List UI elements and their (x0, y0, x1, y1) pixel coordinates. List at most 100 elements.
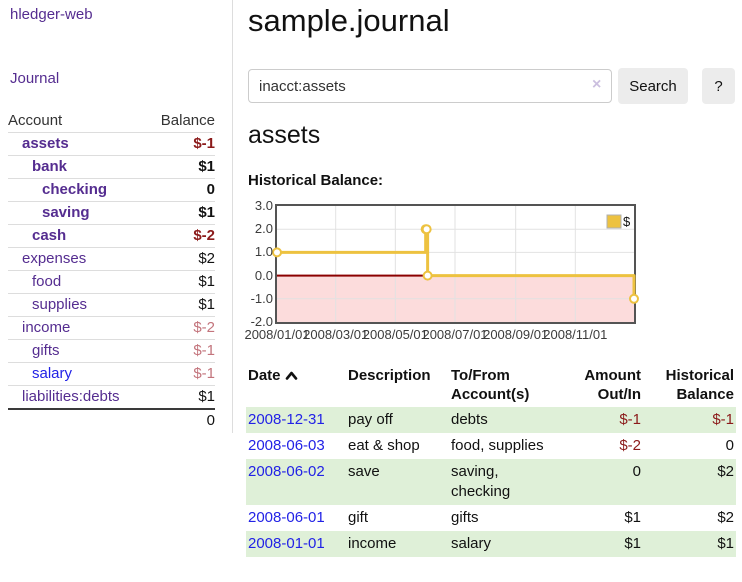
sidebar-account-row: expenses $2 (8, 247, 215, 270)
sidebar-accounts-body: assets $-1 bank $1 checking 0 saving $1 cash $-2 e… (8, 132, 215, 408)
register-cell-amount: $1 (624, 535, 641, 552)
y-axis-tick-label: -2.0 (250, 314, 273, 329)
help-button[interactable]: ? (702, 68, 735, 104)
register-cell-accounts: salary (451, 535, 492, 552)
sidebar-account-row: income $-2 (8, 316, 215, 339)
register-cell-accounts: gifts (451, 509, 479, 526)
sidebar-account-link-assets[interactable]: assets (22, 135, 69, 152)
account-balance: $1 (198, 388, 215, 405)
chart-canvas: $ (272, 206, 639, 322)
account-balance: $-1 (193, 135, 215, 152)
x-axis-tick-label: 2008/03/01 (303, 327, 369, 342)
register-cell-date: 2008-12-31 (246, 407, 346, 433)
sidebar-account-row: liabilities:debts $1 (8, 385, 215, 408)
sidebar-account-link-salary[interactable]: salary (32, 365, 73, 382)
sidebar-account-link-expenses[interactable]: expenses (22, 250, 87, 267)
register-cell-balance: 0 (725, 437, 734, 454)
account-balance: $-1 (193, 342, 215, 359)
register-cell-balance: $1 (717, 535, 734, 552)
sidebar-account-link-saving[interactable]: saving (42, 204, 90, 221)
register-cell-amount: $-2 (619, 437, 641, 454)
transaction-date-link[interactable]: 2008-06-03 (248, 437, 325, 454)
account-balance: $-2 (193, 227, 215, 244)
transaction-date-link[interactable]: 2008-01-01 (248, 535, 325, 552)
register-cell-date: 2008-06-02 (246, 459, 346, 505)
sidebar-account-link-income[interactable]: income (22, 319, 71, 336)
register-cell-balance: $2 (717, 509, 734, 526)
account-balance: $2 (198, 250, 215, 267)
sidebar-account-link-supplies[interactable]: supplies (32, 296, 88, 313)
sidebar-account-link-food[interactable]: food (32, 273, 62, 290)
legend-label: $ (623, 214, 631, 229)
brand-link[interactable]: hledger-web (10, 6, 93, 23)
sidebar-account-row: cash $-2 (8, 224, 215, 247)
sidebar-account-link-liabilities-debts[interactable]: liabilities:debts (22, 388, 120, 405)
register-cell-amount: $-1 (619, 411, 641, 428)
sidebar-item-journal[interactable]: Journal (10, 70, 60, 87)
register-cell-balance: $-1 (712, 411, 734, 428)
sidebar-account-link-gifts[interactable]: gifts (32, 342, 60, 359)
account-heading: assets (248, 121, 321, 149)
accounts-header-row: Account Balance (8, 109, 215, 132)
account-balance: 0 (206, 181, 215, 198)
sidebar-account-row: bank $1 (8, 155, 215, 178)
accounts-total-row: 0 (8, 408, 215, 431)
register-cell-balance: $2 (717, 463, 734, 480)
register-cell-description: eat & shop (348, 437, 420, 454)
historical-balance-chart: $ 3.0 2.0 1.0 0.0 -1.0 -2.0 2008/01/01 2008/03/… (244, 199, 742, 349)
account-balance: $-2 (193, 319, 215, 336)
sidebar-account-link-checking[interactable]: checking (42, 181, 108, 198)
account-balance: $1 (198, 158, 215, 175)
register-cell-date: 2008-01-01 (246, 531, 346, 557)
column-header-balance: Historical Balance (665, 367, 734, 403)
register-cell-description: pay off (348, 411, 393, 428)
sidebar-divider (232, 0, 233, 433)
register-cell-amount: 0 (632, 463, 641, 480)
transaction-date-link[interactable]: 2008-12-31 (248, 411, 325, 428)
accounts-header-balance: Balance (160, 111, 215, 129)
register-row: 2008-12-31 pay off debts $-1 $-1 (246, 407, 736, 433)
register-cell-description: income (348, 535, 397, 552)
sidebar-account-row: gifts $-1 (8, 339, 215, 362)
x-axis-tick-label: 2008/07/01 (422, 327, 488, 342)
account-balance: $1 (198, 204, 215, 221)
register-row: 2008-06-03 eat & shop food, supplies $-2 0 (246, 433, 736, 459)
register-header-row: Date Description To/From Account(s) Amou… (246, 363, 736, 407)
y-axis-tick-label: 2.0 (254, 221, 273, 237)
x-axis-tick-label: 2008/05/01 (362, 327, 428, 342)
register-table: Date Description To/From Account(s) Amou… (246, 363, 736, 557)
y-axis-tick-label: -1.0 (250, 290, 273, 306)
register-cell-amount: $1 (624, 509, 641, 526)
transaction-date-link[interactable]: 2008-06-02 (248, 463, 325, 480)
y-axis-tick-label: 3.0 (254, 198, 273, 213)
account-balance: $-1 (193, 365, 215, 382)
column-header-description: Description (348, 367, 431, 384)
x-axis-tick-label: 2008/11/01 (543, 327, 608, 342)
search-input[interactable] (248, 69, 612, 103)
register-row: 2008-06-02 save saving, checking 0 $2 (246, 459, 736, 505)
x-axis-tick-label: 2008/01/01 (244, 327, 310, 342)
sidebar-account-link-cash[interactable]: cash (32, 227, 67, 244)
sidebar-account-row: saving $1 (8, 201, 215, 224)
legend-swatch (606, 214, 622, 229)
clear-search-icon[interactable]: × (592, 76, 602, 93)
sidebar-account-row: salary $-1 (8, 362, 215, 385)
register-cell-description: save (348, 463, 380, 480)
sidebar-account-row: food $1 (8, 270, 215, 293)
column-header-amount: Amount Out/In (584, 367, 641, 403)
register-row: 2008-01-01 income salary $1 $1 (246, 531, 736, 557)
register-cell-date: 2008-06-01 (246, 505, 346, 531)
sidebar-account-link-bank[interactable]: bank (32, 158, 68, 175)
register-row: 2008-06-01 gift gifts $1 $2 (246, 505, 736, 531)
sidebar-account-row: assets $-1 (8, 132, 215, 155)
search-button[interactable]: Search (618, 68, 688, 104)
transaction-date-link[interactable]: 2008-06-01 (248, 509, 325, 526)
page-title: sample.journal (248, 3, 450, 38)
accounts-header-account: Account (8, 111, 63, 129)
register-cell-description: gift (348, 509, 369, 526)
column-header-accounts: To/From Account(s) (451, 367, 530, 403)
accounts-total-value: 0 (206, 411, 215, 429)
y-axis-tick-label: 1.0 (254, 244, 273, 260)
account-balance: $1 (198, 273, 215, 290)
sidebar-accounts-table: Account Balance assets $-1 bank $1 checking 0… (8, 109, 215, 431)
